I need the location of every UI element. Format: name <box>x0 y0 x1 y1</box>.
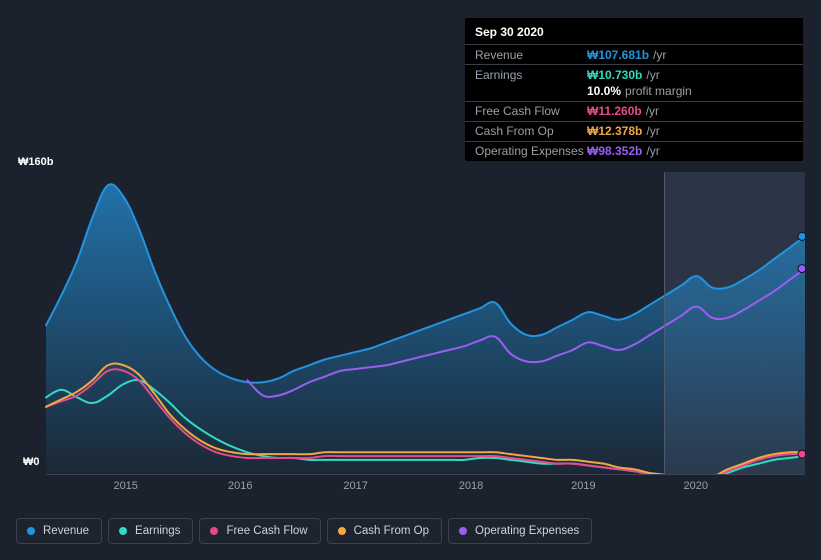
tooltip-row: Free Cash Flow₩11.260b/yr <box>465 101 803 121</box>
chart-plot-area[interactable] <box>16 172 805 475</box>
legend-dot-icon <box>119 527 127 535</box>
tooltip-row-value: ₩107.681b <box>587 48 649 62</box>
tooltip-row-value: ₩11.260b <box>587 104 642 118</box>
legend-dot-icon <box>210 527 218 535</box>
tooltip-row-label: Earnings <box>475 68 587 82</box>
tooltip-row: Revenue₩107.681b/yr <box>465 44 803 64</box>
tooltip-date: Sep 30 2020 <box>465 18 803 44</box>
legend-label: Earnings <box>135 525 180 537</box>
x-axis: 2015 2016 2017 2018 2019 2020 <box>16 480 805 496</box>
tooltip-row: Cash From Op₩12.378b/yr <box>465 121 803 141</box>
legend-label: Cash From Op <box>354 525 429 537</box>
x-axis-tick: 2016 <box>228 480 252 492</box>
tooltip-row: Earnings₩10.730b/yr <box>465 64 803 84</box>
legend-dot-icon <box>27 527 35 535</box>
y-axis-top-label: ₩160b <box>18 156 53 168</box>
tooltip-row-suffix: profit margin <box>625 84 692 98</box>
tooltip-row-value: ₩98.352b <box>587 144 642 158</box>
tooltip-row-value: ₩10.730b <box>587 68 642 82</box>
tooltip-row-label: Operating Expenses <box>475 144 587 158</box>
legend-dot-icon <box>338 527 346 535</box>
legend-item-earnings[interactable]: Earnings <box>108 518 193 544</box>
tooltip-row-label: Revenue <box>475 48 587 62</box>
legend-label: Revenue <box>43 525 89 537</box>
x-axis-tick: 2019 <box>571 480 595 492</box>
legend-label: Free Cash Flow <box>226 525 307 537</box>
x-axis-tick: 2015 <box>113 480 137 492</box>
legend-item-cfo[interactable]: Cash From Op <box>327 518 442 544</box>
legend-item-fcf[interactable]: Free Cash Flow <box>199 518 320 544</box>
tooltip-row: Operating Expenses₩98.352b/yr <box>465 141 803 161</box>
legend: Revenue Earnings Free Cash Flow Cash From O… <box>16 518 592 544</box>
tooltip-row-value: ₩12.378b <box>587 124 642 138</box>
tooltip-row-label: Cash From Op <box>475 124 587 138</box>
x-axis-tick: 2018 <box>459 480 483 492</box>
tooltip-row-suffix: /yr <box>646 124 659 138</box>
legend-item-opex[interactable]: Operating Expenses <box>448 518 592 544</box>
tooltip-row-suffix: /yr <box>653 48 666 62</box>
x-axis-tick: 2020 <box>683 480 707 492</box>
tooltip-panel: Sep 30 2020 Revenue₩107.681b/yrEarnings₩… <box>465 18 803 161</box>
tooltip-row-suffix: /yr <box>646 104 659 118</box>
x-axis-tick: 2017 <box>343 480 367 492</box>
tooltip-row-suffix: /yr <box>646 68 659 82</box>
tooltip-row-label: Free Cash Flow <box>475 104 587 118</box>
chart-svg <box>16 172 805 475</box>
tooltip-row-value: 10.0% <box>587 84 621 98</box>
legend-item-revenue[interactable]: Revenue <box>16 518 102 544</box>
legend-dot-icon <box>459 527 467 535</box>
tooltip-row: 10.0% profit margin <box>465 84 803 101</box>
legend-label: Operating Expenses <box>475 525 579 537</box>
tooltip-row-suffix: /yr <box>646 144 659 158</box>
